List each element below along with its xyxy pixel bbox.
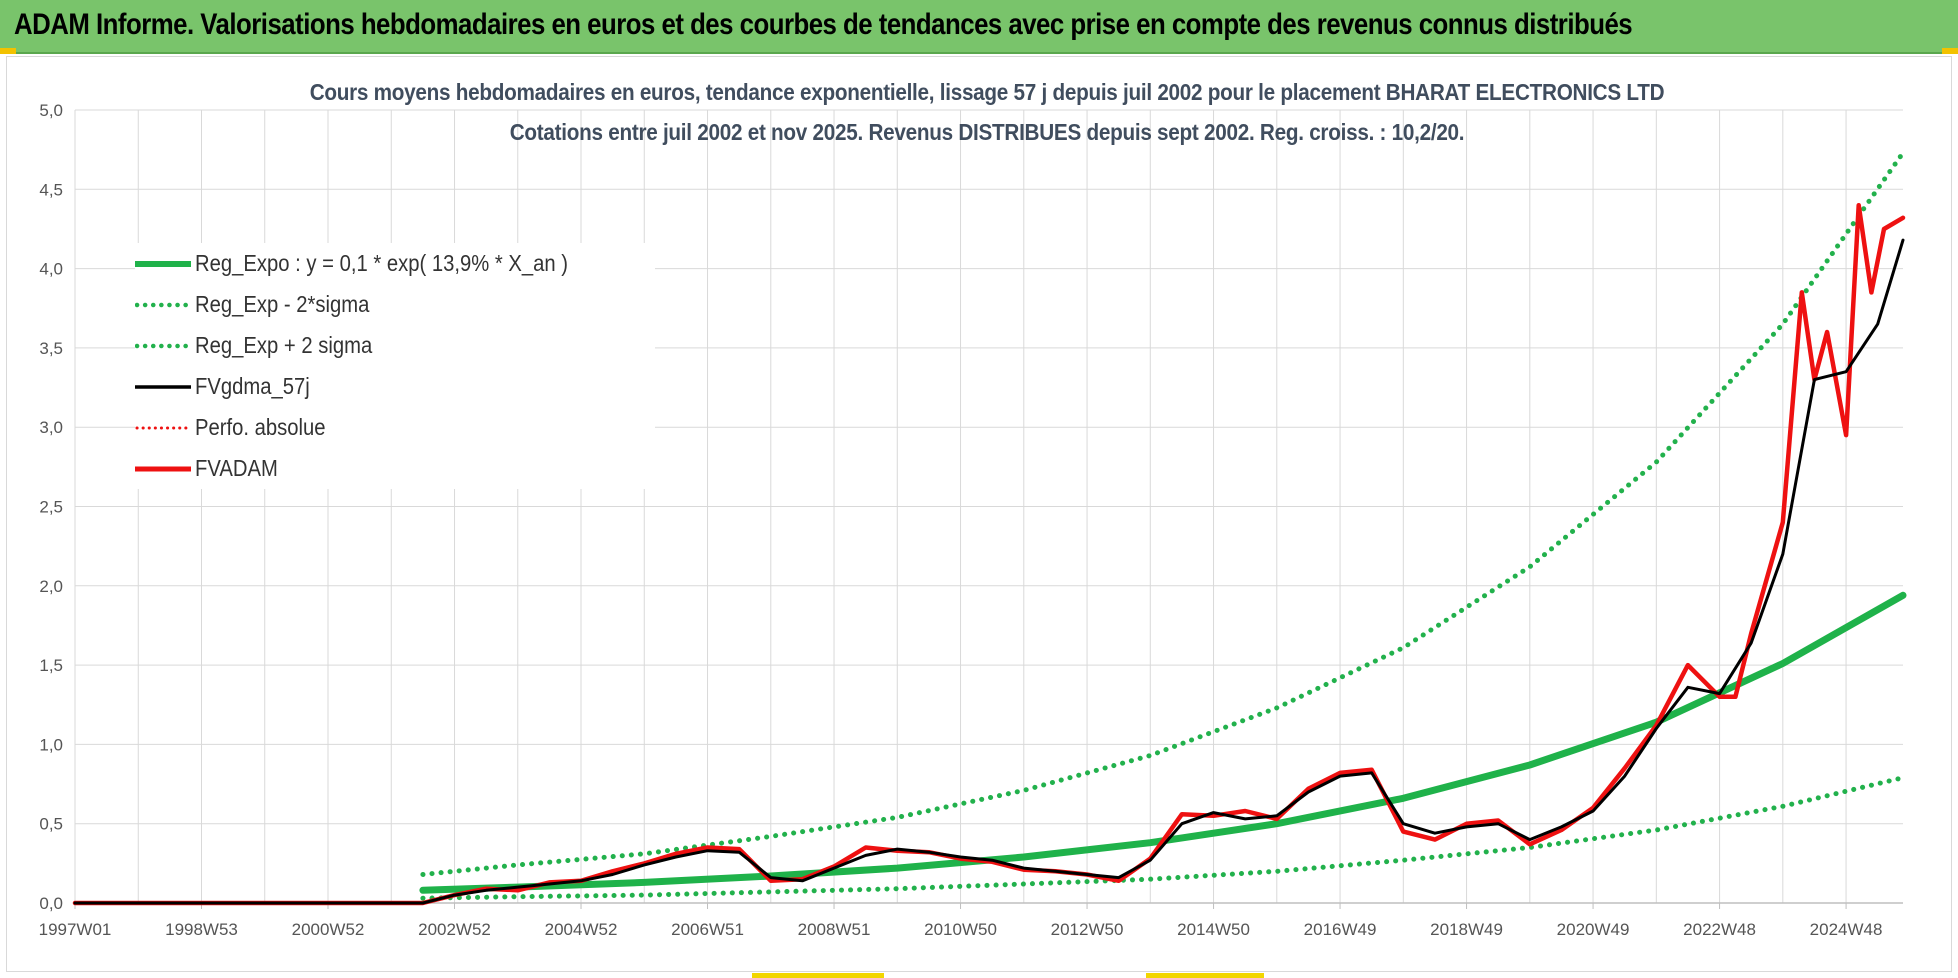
chart-legend: Reg_Expo : y = 0,1 * exp( 13,9% * X_an )… bbox=[135, 243, 655, 489]
bottom-marker-2 bbox=[1146, 973, 1264, 978]
axis-labels: 0,0 0,5 1,0 1,5 2,0 2,5 3,0 3,5 4,0 4,5 5,0 1997W01… bbox=[39, 101, 1883, 939]
chart-svg: 0,0 0,5 1,0 1,5 2,0 2,5 3,0 3,5 4,0 4,5 5,0 1997W01… bbox=[39, 101, 1907, 939]
series-fvadam bbox=[72, 202, 1906, 906]
y-tick-label: 0,5 bbox=[39, 815, 63, 834]
x-tick-label: 2008W51 bbox=[798, 920, 871, 939]
y-tick-label: 3,5 bbox=[39, 339, 63, 358]
series-reg-exp-minus-2sigma bbox=[420, 775, 1906, 901]
x-tick-label: 2006W51 bbox=[671, 920, 744, 939]
legend-item-reg-exp-minus: Reg_Exp - 2*sigma bbox=[135, 284, 655, 325]
y-tick-label: 4,0 bbox=[39, 260, 63, 279]
legend-item-fvadam: FVADAM bbox=[135, 448, 655, 489]
legend-swatch-fvadam bbox=[135, 466, 191, 471]
corner-marker-left bbox=[0, 48, 16, 54]
grid-lines bbox=[74, 109, 1903, 904]
y-tick-label: 1,5 bbox=[39, 656, 63, 675]
x-tick-label: 2002W52 bbox=[418, 920, 491, 939]
legend-label-fvadam: FVADAM bbox=[195, 455, 278, 481]
bottom-marker-1 bbox=[752, 973, 884, 978]
legend-label-perfo-absolue: Perfo. absolue bbox=[195, 414, 326, 440]
x-tick-label: 2024W48 bbox=[1810, 920, 1883, 939]
x-tick-label: 1998W53 bbox=[165, 920, 238, 939]
legend-item-perfo-absolue: Perfo. absolue bbox=[135, 407, 655, 448]
x-tick-label: 2012W50 bbox=[1051, 920, 1124, 939]
x-tick-label: 2022W48 bbox=[1683, 920, 1756, 939]
x-tick-label: 2000W52 bbox=[292, 920, 365, 939]
header-band: ADAM Informe. Valorisations hebdomadaire… bbox=[0, 0, 1958, 54]
legend-item-reg-exp-plus: Reg_Exp + 2 sigma bbox=[135, 325, 655, 366]
series-reg-exp-plus-2sigma bbox=[420, 150, 1906, 877]
chart-area: 0,0 0,5 1,0 1,5 2,0 2,5 3,0 3,5 4,0 4,5 5,0 1997W01… bbox=[6, 56, 1952, 972]
x-tick-label: 1997W01 bbox=[39, 920, 112, 939]
legend-label-fvgdma: FVgdma_57j bbox=[195, 373, 310, 399]
x-tick-label: 2014W50 bbox=[1177, 920, 1250, 939]
legend-swatch-fvgdma bbox=[135, 384, 191, 389]
legend-swatch-reg-expo bbox=[135, 260, 191, 267]
x-tick-label: 2004W52 bbox=[545, 920, 618, 939]
series-fvgdma-57j bbox=[73, 238, 1905, 905]
y-tick-label: 0,0 bbox=[39, 894, 63, 913]
y-tick-label: 4,5 bbox=[39, 180, 63, 199]
legend-label-reg-exp-minus: Reg_Exp - 2*sigma bbox=[195, 291, 370, 317]
y-tick-label: 2,0 bbox=[39, 577, 63, 596]
series-lines bbox=[72, 150, 1907, 906]
x-tick-label: 2016W49 bbox=[1304, 920, 1377, 939]
legend-item-reg-expo: Reg_Expo : y = 0,1 * exp( 13,9% * X_an ) bbox=[135, 243, 655, 284]
legend-swatch-reg-exp-minus bbox=[135, 302, 191, 307]
y-tick-label: 5,0 bbox=[39, 101, 63, 120]
x-tick-label: 2010W50 bbox=[924, 920, 997, 939]
legend-swatch-reg-exp-plus bbox=[135, 343, 191, 348]
x-tick-label: 2020W49 bbox=[1557, 920, 1630, 939]
legend-swatch-perfo-absolue bbox=[135, 426, 191, 429]
y-tick-label: 1,0 bbox=[39, 735, 63, 754]
legend-label-reg-expo: Reg_Expo : y = 0,1 * exp( 13,9% * X_an ) bbox=[195, 250, 568, 276]
y-tick-label: 2,5 bbox=[39, 498, 63, 517]
chart-title-line-1: Cours moyens hebdomadaires en euros, ten… bbox=[309, 79, 1665, 105]
chart-title-line-2: Cotations entre juil 2002 et nov 2025. R… bbox=[509, 119, 1465, 145]
legend-item-fvgdma: FVgdma_57j bbox=[135, 366, 655, 407]
x-tick-label: 2018W49 bbox=[1430, 920, 1503, 939]
report-title: ADAM Informe. Valorisations hebdomadaire… bbox=[14, 8, 1633, 41]
corner-marker-right bbox=[1942, 48, 1958, 54]
y-tick-label: 3,0 bbox=[39, 418, 63, 437]
legend-label-reg-exp-plus: Reg_Exp + 2 sigma bbox=[195, 332, 373, 358]
